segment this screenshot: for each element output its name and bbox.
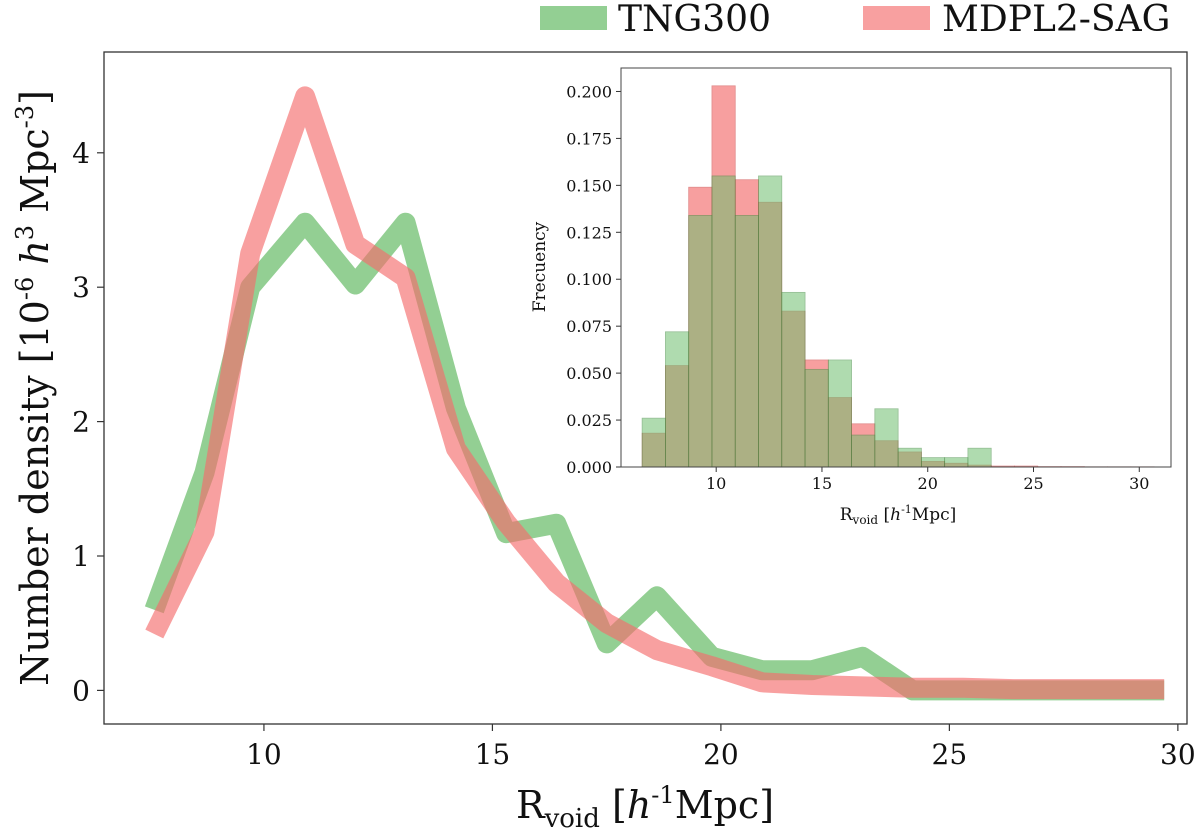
inset-bar-tng300-14 (967, 447, 992, 468)
main-x-axis-label: Rvoid [h-1Mpc] (516, 781, 774, 834)
inset-bar-tng300-9 (851, 434, 876, 468)
ylabel-h: h (13, 240, 57, 277)
main-series-lines (144, 86, 1165, 701)
inset-y-tick-label-0: 0.000 (566, 458, 612, 477)
inset-xlabel-sup: -1 (901, 503, 912, 516)
inset-y-tick-label-2: 0.050 (566, 364, 612, 383)
inset-bar-tng300-4 (734, 214, 759, 468)
main-y-axis-label: Number density [10-6 h3 Mpc-3] (11, 90, 57, 686)
main-x-tick-label-2: 20 (703, 738, 739, 771)
inset-bar-tng300-5 (758, 175, 783, 468)
inset-y-tick-label-4: 0.100 (566, 270, 612, 289)
inset-bar-tng300-3 (711, 175, 736, 468)
inset-bar-tng300-12 (920, 457, 946, 468)
inset-bar-tng300-0 (641, 417, 666, 468)
main-y-tick-label-3: 3 (72, 271, 90, 304)
legend: TNG300 MDPL2-SAG (540, 0, 1170, 40)
main-x-tick-label-4: 30 (1160, 738, 1196, 771)
inset-bar-tng300-11 (897, 447, 922, 468)
xlabel-main: R (516, 783, 546, 827)
inset-x-axis-label: Rvoid [h-1Mpc] (840, 503, 957, 527)
inset-histogram: 0.000 0.025 0.050 0.075 0.100 0.125 0.150 0.175… (530, 67, 1172, 527)
ylabel-sup2: 3 (11, 225, 39, 240)
ylabel-end: ] (13, 90, 57, 105)
legend-swatch-mdpl2-sag (863, 6, 930, 30)
xlabel-sub: void (544, 804, 600, 834)
inset-x-tick-label-2: 20 (918, 474, 938, 493)
inset-xlabel-unit-open: [ (878, 505, 890, 525)
main-x-tick-label-1: 15 (475, 738, 511, 771)
xlabel-unit-close: Mpc] (675, 783, 774, 827)
inset-y-tick-label-3: 0.075 (566, 317, 612, 336)
main-y-tick-label-1: 1 (72, 540, 90, 573)
inset-xlabel-main: R (840, 505, 854, 525)
inset-x-tick-label-4: 30 (1129, 474, 1149, 493)
ylabel-text: Number density [10 (13, 300, 57, 686)
inset-xlabel-sub: void (852, 513, 879, 527)
inset-y-tick-label-5: 0.125 (566, 223, 612, 242)
inset-bar-tng300-7 (804, 368, 829, 468)
main-series-mdpl2-sag (145, 86, 1165, 700)
inset-y-tick-label-1: 0.025 (566, 411, 612, 430)
legend-swatch-tng300 (540, 6, 607, 30)
inset-y-axis-label: Frecuency (530, 221, 550, 312)
inset-y-tick-label-7: 0.175 (566, 129, 612, 148)
main-axes-frame (103, 51, 1188, 725)
main-x-tick-label-3: 25 (932, 738, 968, 771)
xlabel-sup: -1 (651, 781, 674, 809)
inset-y-tick-label-8: 0.200 (566, 82, 612, 101)
main-x-tick-label-0: 10 (246, 738, 282, 771)
ylabel-sup3: -3 (11, 105, 39, 128)
inset-y-ticks: 0.000 0.025 0.050 0.075 0.100 0.125 0.150 0.175… (566, 82, 621, 477)
inset-x-tick-label-3: 25 (1023, 474, 1043, 493)
legend-label-mdpl2-sag: MDPL2-SAG (942, 0, 1170, 40)
inset-x-ticks: 10 15 20 25 30 (706, 467, 1149, 493)
main-x-ticks: 10 15 20 25 30 (246, 724, 1196, 771)
inset-y-tick-label-6: 0.150 (566, 176, 612, 195)
inset-bar-tng300-2 (688, 214, 713, 468)
ylabel-sup1: -6 (11, 277, 39, 300)
main-y-tick-label-0: 0 (72, 674, 90, 707)
legend-label-tng300: TNG300 (618, 0, 771, 40)
inset-xlabel-h: h (890, 505, 901, 525)
inset-bar-tng300-10 (874, 408, 899, 468)
inset-axes-border (620, 67, 1172, 468)
inset-x-tick-label-1: 15 (812, 474, 832, 493)
inset-bar-tng300-8 (827, 359, 852, 468)
main-y-ticks: 0 1 2 3 4 (72, 137, 104, 707)
inset-bar-tng300-1 (665, 331, 690, 468)
inset-bar-tng300-6 (781, 291, 806, 468)
inset-xlabel-unit-close: Mpc] (912, 505, 956, 525)
inset-x-tick-label-0: 10 (706, 474, 726, 493)
xlabel-h: h (627, 783, 651, 827)
main-y-tick-label-4: 4 (72, 137, 90, 170)
main-y-tick-label-2: 2 (72, 406, 90, 439)
inset-bar-tng300-13 (944, 457, 969, 468)
xlabel-unit-open: [ (600, 783, 627, 827)
ylabel-mid: Mpc (13, 128, 57, 225)
